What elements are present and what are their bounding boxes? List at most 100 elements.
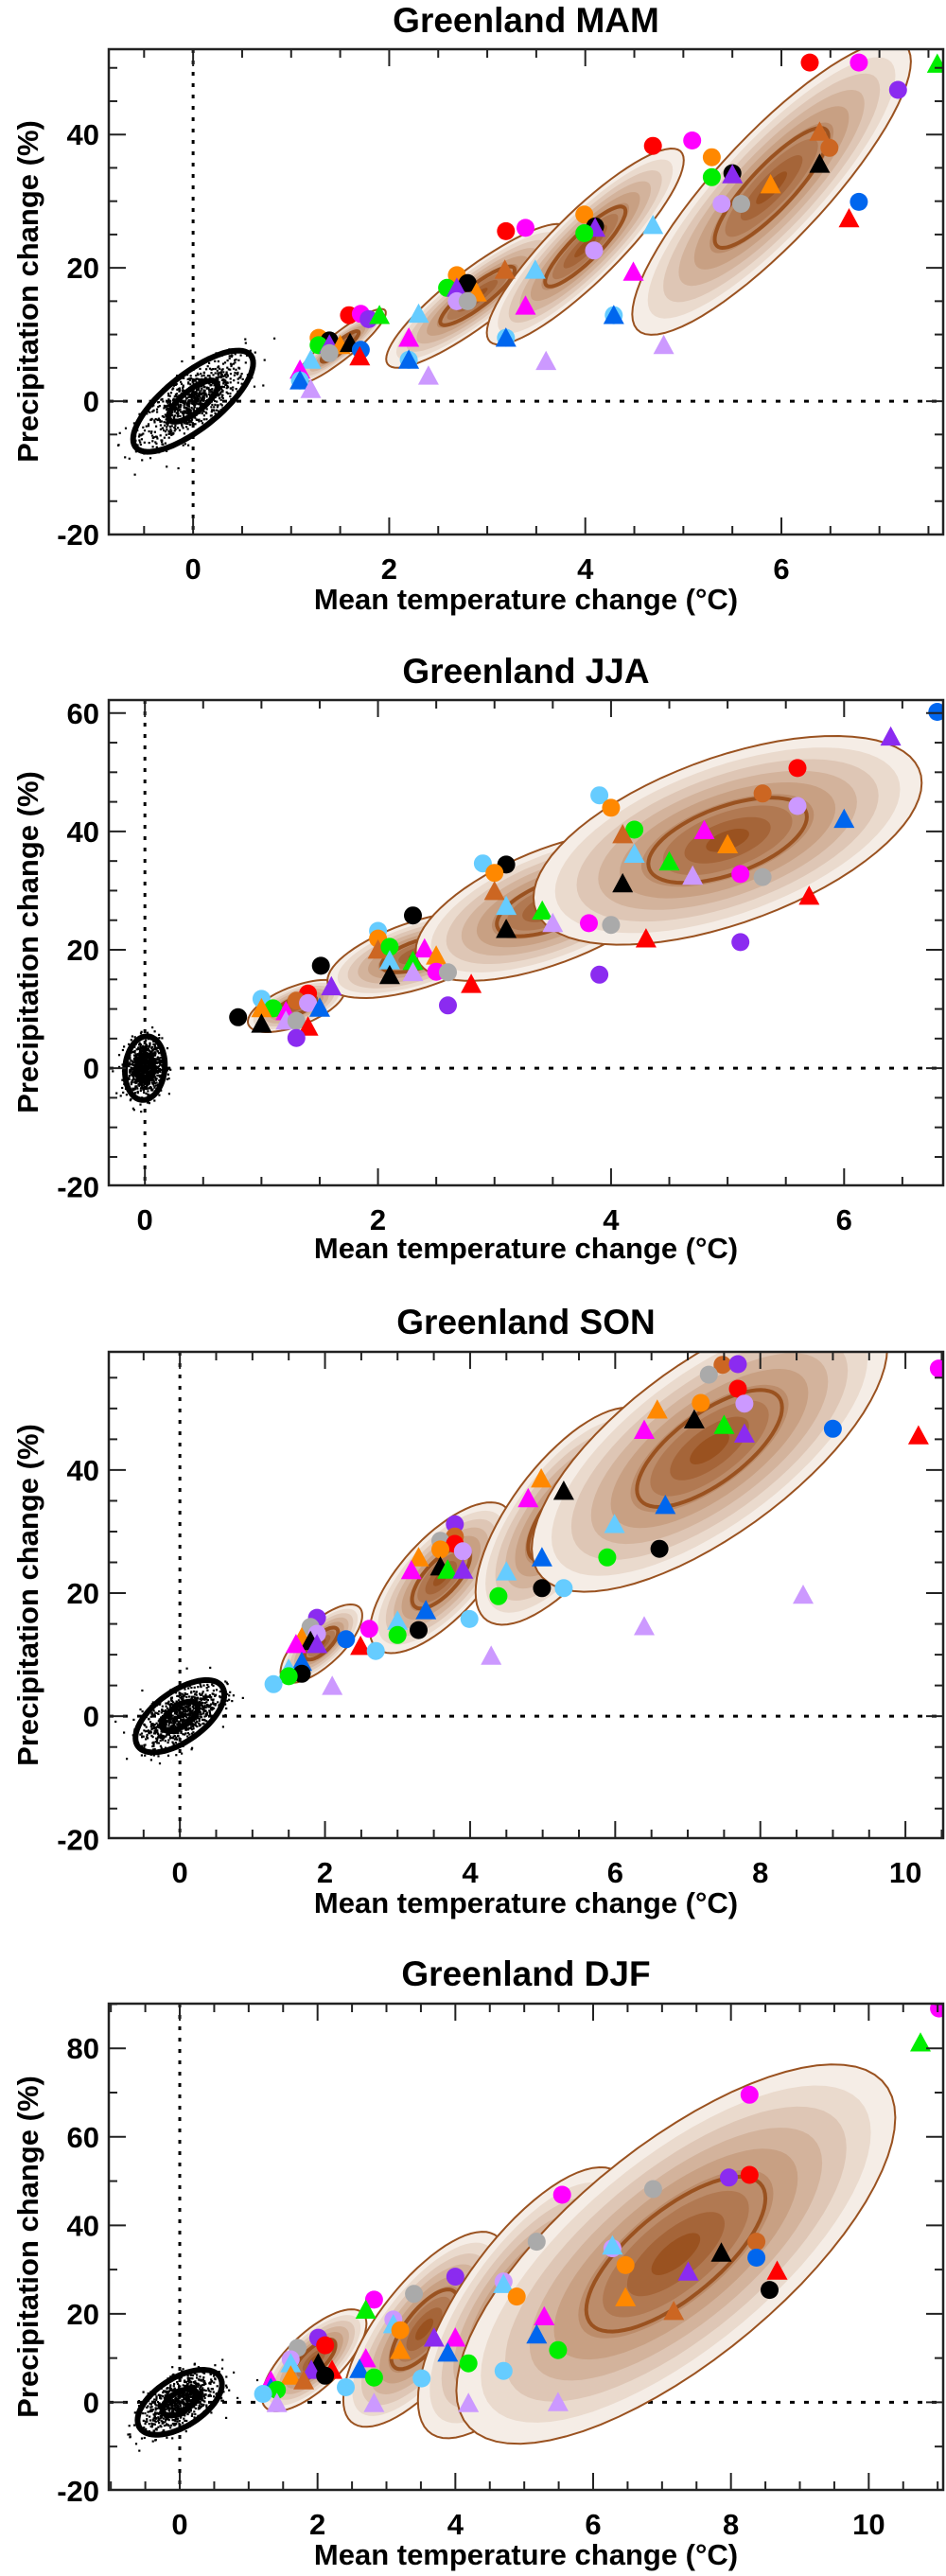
control-sample-point [137, 1048, 140, 1051]
control-sample-point [121, 1086, 124, 1090]
control-sample-point [208, 1693, 211, 1697]
control-sample-point [180, 380, 183, 383]
control-sample-point [190, 1686, 193, 1690]
control-sample-point [132, 1060, 135, 1063]
control-sample-point [152, 404, 155, 407]
control-sample-point [157, 401, 160, 404]
control-sample-point [178, 2419, 181, 2423]
control-sample-point [204, 2382, 207, 2386]
control-sample-point [202, 374, 205, 377]
control-sample-point [232, 1694, 235, 1697]
control-sample-point [161, 1739, 165, 1742]
control-sample-point [197, 393, 200, 395]
control-sample-point [205, 1698, 208, 1701]
control-sample-point [157, 417, 160, 420]
control-sample-point [133, 1036, 136, 1039]
control-sample-point [195, 2382, 198, 2385]
control-sample-point [167, 1733, 170, 1736]
control-sample-point [190, 402, 193, 405]
control-sample-point [133, 1080, 137, 1083]
control-sample-point [188, 394, 191, 396]
control-contour [132, 1676, 228, 1756]
control-sample-point [161, 1037, 164, 1040]
control-sample-point [197, 2382, 200, 2385]
control-sample-point [136, 444, 139, 447]
control-sample-point [154, 2413, 157, 2416]
control-sample-point [225, 1681, 228, 1684]
control-sample-point [214, 372, 217, 375]
model-point-circle [311, 956, 330, 975]
model-point-circle [268, 2380, 287, 2399]
control-sample-point [187, 381, 190, 384]
control-sample-point [169, 1713, 172, 1716]
model-point-circle [380, 938, 399, 956]
control-sample-point [217, 378, 219, 381]
control-sample-point [135, 1048, 138, 1051]
plot-area [109, 700, 943, 1185]
control-sample-point [236, 2396, 239, 2399]
model-points [264, 1355, 943, 1695]
control-sample-point [165, 433, 167, 436]
control-sample-point [196, 407, 199, 410]
control-sample-point [158, 1060, 161, 1062]
control-sample-point [156, 1742, 159, 1744]
control-sample-point [172, 415, 175, 418]
x-tick-label: 0 [185, 552, 201, 586]
control-sample-point [150, 1734, 153, 1737]
control-sample-point [148, 1102, 150, 1105]
control-sample-point [211, 388, 214, 391]
control-sample-point [158, 1033, 161, 1036]
control-sample-point [121, 1078, 124, 1081]
control-sample-point [176, 1734, 180, 1737]
model-point-circle [316, 2366, 335, 2385]
x-tick-label: 10 [852, 2508, 885, 2541]
control-sample-point [191, 2377, 194, 2380]
control-sample-point [208, 1709, 211, 1712]
control-sample-point [154, 417, 157, 421]
control-sample-point [210, 414, 213, 417]
y-tick-label: 60 [67, 2121, 99, 2154]
control-sample-point [202, 371, 206, 374]
control-sample-point [233, 2371, 236, 2374]
model-point-triangle [677, 2261, 699, 2281]
control-sample-point [194, 2412, 197, 2416]
control-sample-point [172, 1717, 175, 1720]
control-sample-point [170, 429, 173, 432]
model-point-triangle [717, 833, 739, 853]
control-sample-point [134, 1059, 137, 1061]
control-sample-point [155, 1726, 158, 1729]
control-sample-point [198, 1725, 201, 1727]
control-sample-point [153, 2420, 156, 2423]
control-sample-point [173, 1724, 176, 1726]
y-tick-label: 40 [67, 815, 99, 849]
control-sample-point [155, 2427, 158, 2430]
control-sample-point [138, 1043, 141, 1046]
control-sample-point [181, 2393, 184, 2396]
control-sample-point [160, 2413, 163, 2416]
control-sample-point [262, 384, 265, 387]
panel-djf: Greenland DJF Mean temperature change (°… [11, 1954, 945, 2571]
control-sample-point [165, 418, 167, 421]
control-sample-point [184, 1714, 187, 1717]
control-sample-point [143, 1060, 146, 1062]
control-sample-point [205, 1711, 209, 1714]
model-point-circle [458, 291, 477, 310]
control-sample-point [202, 2389, 206, 2392]
control-contour [166, 377, 221, 425]
density-shade [415, 2318, 434, 2340]
x-tick-label: 4 [603, 1203, 620, 1236]
model-point-circle [616, 2255, 635, 2274]
model-point-circle [747, 2249, 766, 2267]
control-sample-point [146, 2406, 149, 2409]
control-sample-point [151, 2419, 154, 2422]
control-sample-point [210, 2411, 213, 2414]
model-point-circle [850, 192, 868, 211]
control-sample-point [195, 2403, 198, 2407]
model-point-triangle [809, 153, 831, 173]
control-sample-point [166, 1741, 169, 1744]
control-sample-point [219, 398, 222, 401]
control-sample-point [184, 1733, 186, 1736]
control-sample-point [177, 405, 180, 408]
control-sample-point [149, 1087, 151, 1090]
control-sample-point [171, 1714, 174, 1717]
